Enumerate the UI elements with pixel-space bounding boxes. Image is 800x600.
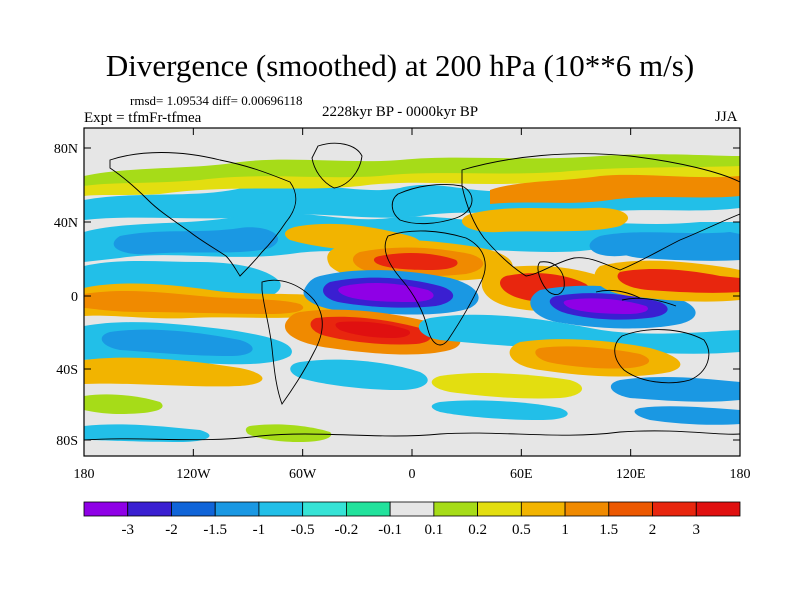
contour-blob xyxy=(290,359,428,390)
contour-blob xyxy=(245,424,332,442)
lat-tick-label: 40N xyxy=(54,216,78,231)
contour-blob xyxy=(84,394,163,414)
contour-blob xyxy=(338,283,434,302)
colorbar-label: -2 xyxy=(165,522,178,538)
colorbar-swatch xyxy=(520,501,566,517)
coastlines xyxy=(84,142,740,441)
colorbar-label: -1 xyxy=(253,522,266,538)
colorbar-swatch xyxy=(258,501,304,517)
colorbar-label: 1.5 xyxy=(599,522,618,538)
colorbar-label: 2 xyxy=(649,522,657,538)
coastline-africa xyxy=(384,230,486,346)
colorbar-label: -3 xyxy=(121,522,134,538)
coastline-australia xyxy=(614,329,710,384)
coastline-south-america xyxy=(261,279,323,405)
lon-tick-label: 0 xyxy=(409,467,416,482)
lat-tick-label: 0 xyxy=(71,290,78,305)
colorbar-swatch xyxy=(83,501,129,517)
contour-blob xyxy=(431,373,583,399)
coastline-north-america xyxy=(109,152,297,277)
latitude-axis: 80N 40N 0 40S 80S xyxy=(54,142,740,449)
colorbar-swatch xyxy=(564,501,610,517)
colorbar-swatch xyxy=(302,501,347,517)
colorbar-label: 0.5 xyxy=(512,522,531,538)
lon-tick-label: 60W xyxy=(289,467,317,482)
lon-tick-label: 180 xyxy=(74,467,95,482)
colorbar-label: -0.5 xyxy=(291,522,315,538)
colorbar: -3 -2 -1.5 -1 -0.5 -0.2 -0.1 0.1 0.2 0.5 1 1.5 2 3 xyxy=(83,501,741,538)
period-label: 2228kyr BP - 0000kyr BP xyxy=(322,104,479,120)
coastline-antarctica xyxy=(84,430,740,441)
colorbar-swatch xyxy=(345,501,391,517)
contour-blob xyxy=(634,406,740,425)
colorbar-label: -0.1 xyxy=(378,522,402,538)
colorbar-label: 0.2 xyxy=(468,522,487,538)
contour-blob xyxy=(84,290,304,314)
contour-blob xyxy=(613,237,740,261)
colorbar-label: -0.2 xyxy=(335,522,359,538)
chart-title: Divergence (smoothed) at 200 hPa (10**6 … xyxy=(105,48,695,83)
colorbar-label: 0.1 xyxy=(424,522,443,538)
contour-blob xyxy=(490,174,740,204)
colorbar-label: -1.5 xyxy=(203,522,227,538)
coastline-greenland xyxy=(311,142,363,189)
coastline-india xyxy=(537,261,565,295)
season-label: JJA xyxy=(715,109,738,125)
colorbar-swatch xyxy=(214,501,260,517)
coastline-asia xyxy=(461,153,740,277)
colorbar-swatch xyxy=(608,501,653,517)
contour-blob xyxy=(84,357,263,387)
contour-blob xyxy=(535,346,650,369)
contour-blob xyxy=(373,253,458,270)
contour-blob xyxy=(431,400,568,420)
map-field xyxy=(84,128,740,456)
coastline-maritime-continent xyxy=(595,289,677,307)
contour-blob xyxy=(113,227,279,255)
lon-tick-label: 180 xyxy=(730,467,751,482)
contour-blob xyxy=(101,329,253,356)
colorbar-label: 3 xyxy=(693,522,701,538)
colorbar-swatch xyxy=(127,501,172,517)
colorbar-swatch xyxy=(171,501,216,517)
lon-tick-label: 60E xyxy=(510,467,533,482)
coastline-europe xyxy=(391,184,473,225)
contour-blob xyxy=(610,376,740,402)
contour-blob xyxy=(617,269,740,293)
contour-blob xyxy=(461,207,629,233)
colorbar-swatch xyxy=(389,501,435,517)
lat-tick-label: 80S xyxy=(56,434,78,449)
colorbar-swatch xyxy=(695,501,741,517)
lat-tick-label: 40S xyxy=(56,363,78,378)
contour-blob xyxy=(84,154,740,186)
colorbar-swatch xyxy=(433,501,479,517)
contour-blob xyxy=(563,298,648,314)
longitude-axis: 180 120W 60W 0 60E 120E 180 xyxy=(74,128,751,482)
contour-blob xyxy=(84,424,210,442)
lat-tick-label: 80N xyxy=(54,142,78,157)
rmsd-diff-stats: rmsd= 1.09534 diff= 0.00696118 xyxy=(130,93,303,108)
lon-tick-label: 120W xyxy=(176,467,211,482)
contour-blob xyxy=(335,321,411,338)
colorbar-swatch xyxy=(652,501,697,517)
colorbar-label: 1 xyxy=(561,522,569,538)
colorbar-swatch xyxy=(477,501,522,517)
lon-tick-label: 120E xyxy=(616,467,646,482)
contour-blob xyxy=(418,314,740,354)
experiment-label: Expt = tfmFr-tfmea xyxy=(84,110,202,126)
